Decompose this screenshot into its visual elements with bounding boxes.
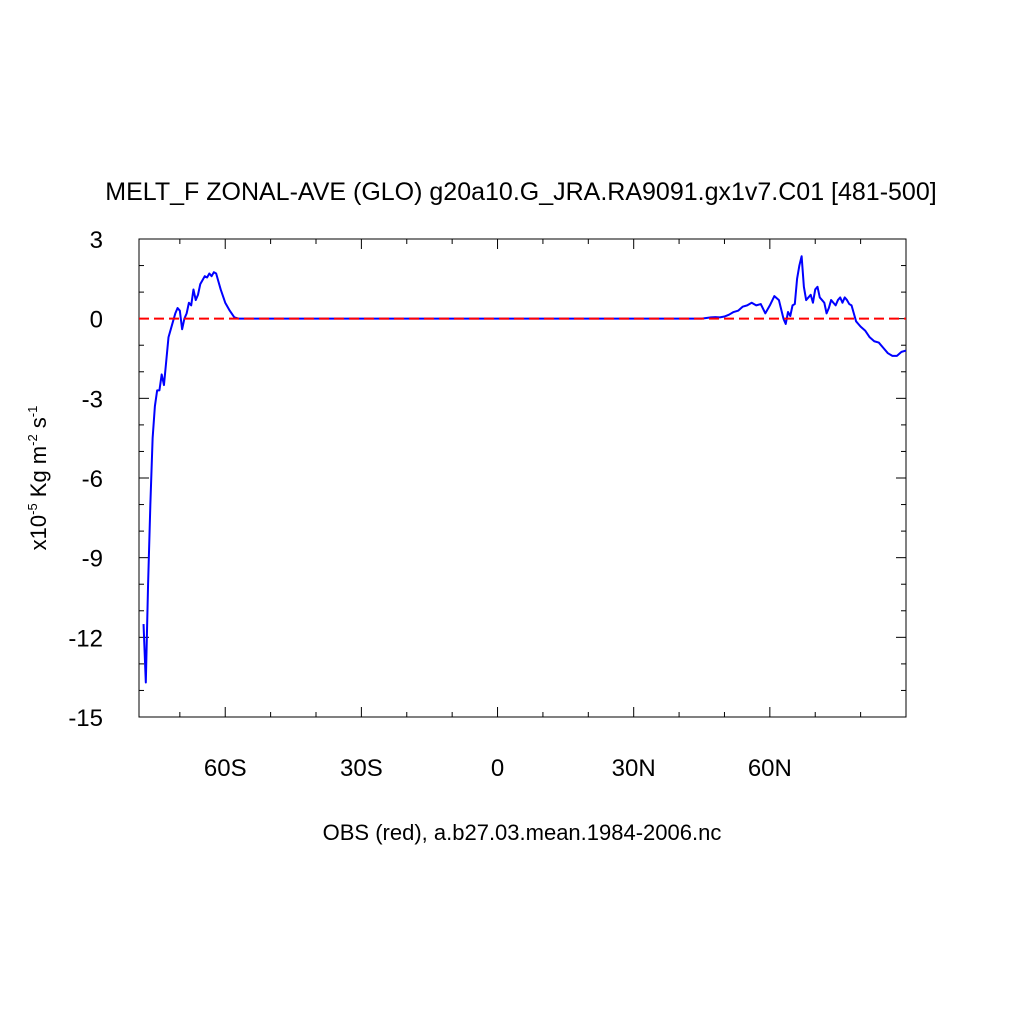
minor-ticks — [139, 239, 906, 717]
x-axis-caption: OBS (red), a.b27.03.mean.1984-2006.nc — [323, 820, 722, 845]
plot-area: 3 0 -3 -6 -9 -12 -15 60S 30S 0 30N 60N — [68, 227, 907, 782]
y-axis-label-prefix: x10 — [26, 515, 51, 550]
y-axis: 3 0 -3 -6 -9 -12 -15 — [68, 227, 906, 732]
y-tick-label: -6 — [82, 466, 103, 493]
x-axis: 60S 30S 0 30N 60N — [204, 239, 792, 782]
y-tick-label: 3 — [90, 227, 103, 254]
x-tick-label: 60S — [204, 755, 247, 782]
model-series-line — [142, 255, 907, 684]
y-tick-label: -15 — [68, 705, 103, 732]
x-tick-label: 60N — [748, 755, 792, 782]
series-layer — [139, 255, 907, 684]
y-tick-label: -9 — [82, 546, 103, 573]
y-axis-label-unit2-exp: -1 — [25, 406, 40, 418]
y-axis-label-prefix-exp: -5 — [25, 503, 40, 515]
y-axis-label-unit2: s — [26, 417, 51, 434]
y-axis-label: x10-5 Kg m-2 s-1 — [25, 406, 51, 551]
y-axis-label-unit-exp: -2 — [25, 434, 40, 446]
y-axis-label-unit: Kg m — [26, 446, 51, 503]
y-tick-label: -3 — [82, 386, 103, 413]
x-tick-label: 0 — [491, 755, 504, 782]
chart-title: MELT_F ZONAL-AVE (GLO) g20a10.G_JRA.RA90… — [105, 178, 936, 206]
x-tick-label: 30N — [612, 755, 656, 782]
y-tick-label: -12 — [68, 625, 103, 652]
x-tick-label: 30S — [340, 755, 383, 782]
y-tick-label: 0 — [90, 307, 103, 334]
